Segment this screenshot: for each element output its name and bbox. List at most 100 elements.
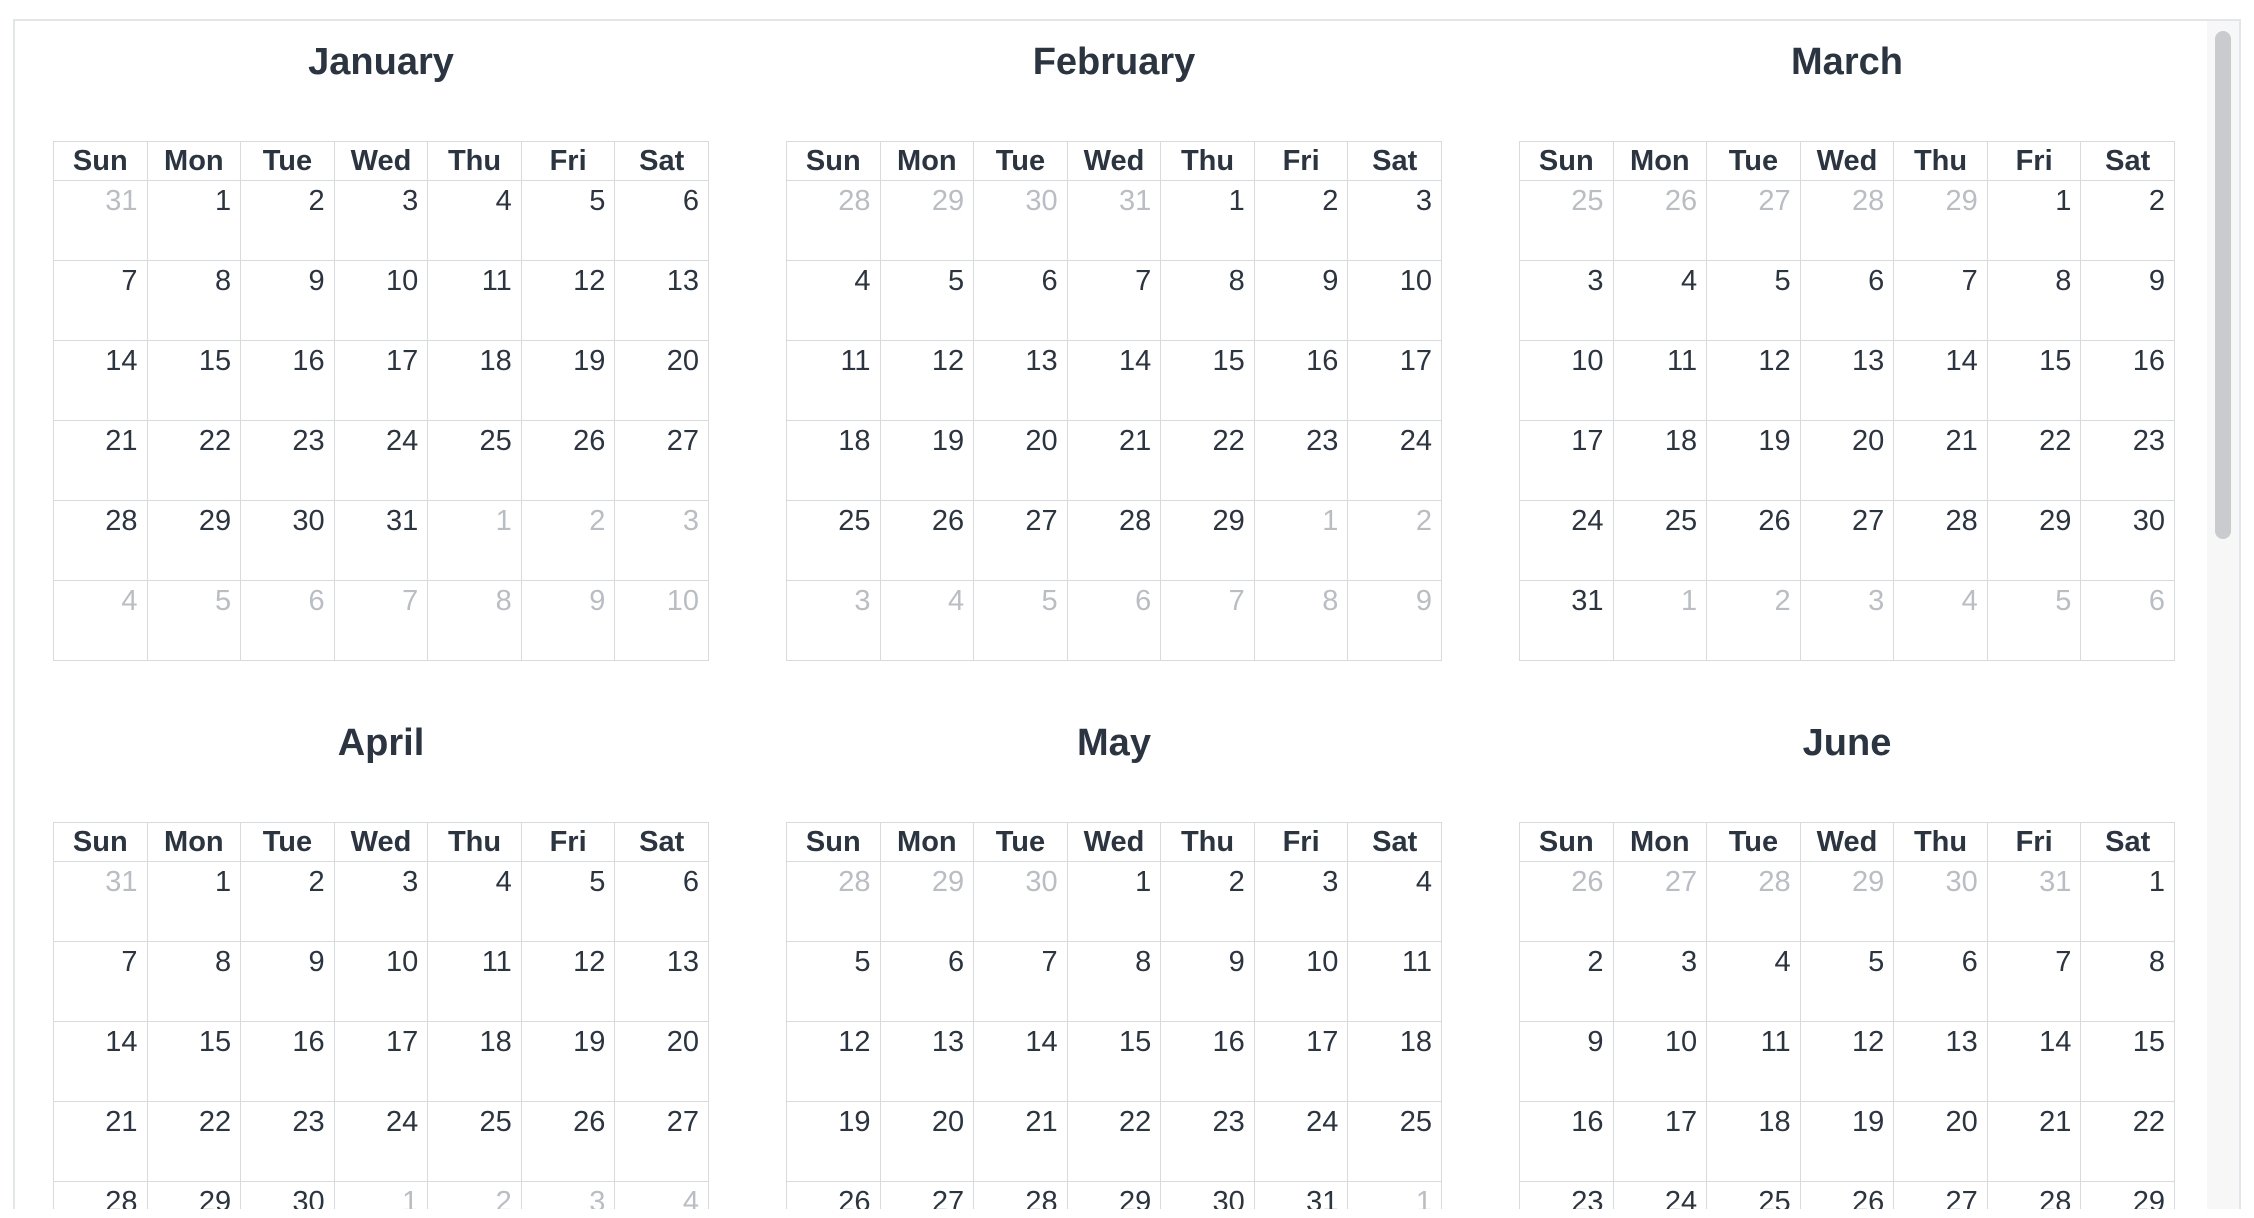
day-cell[interactable]: 19 — [520, 1021, 616, 1102]
adjacent-month-day-cell[interactable]: 31 — [1066, 180, 1162, 261]
day-cell[interactable]: 6 — [973, 260, 1068, 341]
day-cell[interactable]: 12 — [520, 941, 616, 1022]
day-cell[interactable]: 30 — [1160, 1181, 1255, 1209]
day-cell[interactable]: 5 — [879, 260, 975, 341]
day-cell[interactable]: 2 — [1253, 180, 1349, 261]
day-cell[interactable]: 1 — [2080, 861, 2175, 942]
adjacent-month-day-cell[interactable]: 28 — [786, 861, 881, 942]
day-cell[interactable]: 23 — [240, 1101, 335, 1182]
day-cell[interactable]: 9 — [240, 941, 335, 1022]
adjacent-month-day-cell[interactable]: 6 — [2080, 580, 2175, 661]
day-cell[interactable]: 9 — [2080, 260, 2175, 341]
adjacent-month-day-cell[interactable]: 30 — [973, 861, 1068, 942]
day-cell[interactable]: 11 — [786, 340, 881, 421]
adjacent-month-day-cell[interactable]: 2 — [520, 500, 616, 581]
adjacent-month-day-cell[interactable]: 30 — [1893, 861, 1988, 942]
day-cell[interactable]: 3 — [1519, 260, 1614, 341]
day-cell[interactable]: 5 — [520, 861, 616, 942]
day-cell[interactable]: 22 — [1160, 420, 1255, 501]
day-cell[interactable]: 27 — [1799, 500, 1895, 581]
day-cell[interactable]: 2 — [240, 180, 335, 261]
day-cell[interactable]: 15 — [146, 340, 242, 421]
adjacent-month-day-cell[interactable]: 27 — [1706, 180, 1801, 261]
day-cell[interactable]: 17 — [1347, 340, 1442, 421]
day-cell[interactable]: 20 — [614, 1021, 709, 1102]
day-cell[interactable]: 5 — [520, 180, 616, 261]
adjacent-month-day-cell[interactable]: 29 — [1799, 861, 1895, 942]
day-cell[interactable]: 5 — [786, 941, 881, 1022]
day-cell[interactable]: 28 — [1893, 500, 1988, 581]
day-cell[interactable]: 14 — [53, 1021, 148, 1102]
day-cell[interactable]: 3 — [1612, 941, 1708, 1022]
day-cell[interactable]: 22 — [1066, 1101, 1162, 1182]
day-cell[interactable]: 20 — [614, 340, 709, 421]
day-cell[interactable]: 17 — [1519, 420, 1614, 501]
adjacent-month-day-cell[interactable]: 10 — [614, 580, 709, 661]
day-cell[interactable]: 12 — [1706, 340, 1801, 421]
day-cell[interactable]: 15 — [1066, 1021, 1162, 1102]
day-cell[interactable]: 4 — [1706, 941, 1801, 1022]
day-cell[interactable]: 12 — [520, 260, 616, 341]
day-cell[interactable]: 30 — [240, 1181, 335, 1209]
day-cell[interactable]: 19 — [786, 1101, 881, 1182]
adjacent-month-day-cell[interactable]: 4 — [1893, 580, 1988, 661]
day-cell[interactable]: 25 — [1612, 500, 1708, 581]
day-cell[interactable]: 6 — [879, 941, 975, 1022]
vertical-scrollbar[interactable] — [2207, 21, 2239, 1209]
day-cell[interactable]: 6 — [614, 861, 709, 942]
day-cell[interactable]: 27 — [614, 1101, 709, 1182]
calendar-scroll-area[interactable]: January Sun Mon Tue Wed Thu Fri Sat 31 1 2 3 4 5 6 7 8 9 1… — [15, 21, 2209, 1209]
day-cell[interactable]: 1 — [146, 861, 242, 942]
day-cell[interactable]: 26 — [786, 1181, 881, 1209]
day-cell[interactable]: 23 — [1253, 420, 1349, 501]
adjacent-month-day-cell[interactable]: 27 — [1612, 861, 1708, 942]
day-cell[interactable]: 4 — [1347, 861, 1442, 942]
day-cell[interactable]: 19 — [1706, 420, 1801, 501]
day-cell[interactable]: 14 — [1066, 340, 1162, 421]
day-cell[interactable]: 18 — [1706, 1101, 1801, 1182]
day-cell[interactable]: 19 — [1799, 1101, 1895, 1182]
adjacent-month-day-cell[interactable]: 2 — [1347, 500, 1442, 581]
day-cell[interactable]: 21 — [1066, 420, 1162, 501]
day-cell[interactable]: 17 — [333, 1021, 429, 1102]
adjacent-month-day-cell[interactable]: 7 — [333, 580, 429, 661]
day-cell[interactable]: 7 — [1986, 941, 2082, 1022]
adjacent-month-day-cell[interactable]: 1 — [427, 500, 522, 581]
adjacent-month-day-cell[interactable]: 25 — [1519, 180, 1614, 261]
adjacent-month-day-cell[interactable]: 9 — [1347, 580, 1442, 661]
adjacent-month-day-cell[interactable]: 4 — [53, 580, 148, 661]
adjacent-month-day-cell[interactable]: 5 — [146, 580, 242, 661]
adjacent-month-day-cell[interactable]: 4 — [614, 1181, 709, 1209]
adjacent-month-day-cell[interactable]: 1 — [1612, 580, 1708, 661]
adjacent-month-day-cell[interactable]: 31 — [1986, 861, 2082, 942]
day-cell[interactable]: 27 — [1893, 1181, 1988, 1209]
day-cell[interactable]: 23 — [1519, 1181, 1614, 1209]
day-cell[interactable]: 7 — [1893, 260, 1988, 341]
day-cell[interactable]: 4 — [427, 180, 522, 261]
day-cell[interactable]: 10 — [1253, 941, 1349, 1022]
day-cell[interactable]: 23 — [1160, 1101, 1255, 1182]
day-cell[interactable]: 26 — [520, 1101, 616, 1182]
day-cell[interactable]: 12 — [786, 1021, 881, 1102]
day-cell[interactable]: 25 — [427, 1101, 522, 1182]
day-cell[interactable]: 25 — [427, 420, 522, 501]
day-cell[interactable]: 26 — [1706, 500, 1801, 581]
adjacent-month-day-cell[interactable]: 9 — [520, 580, 616, 661]
day-cell[interactable]: 14 — [53, 340, 148, 421]
day-cell[interactable]: 16 — [2080, 340, 2175, 421]
day-cell[interactable]: 29 — [146, 500, 242, 581]
day-cell[interactable]: 10 — [1519, 340, 1614, 421]
day-cell[interactable]: 20 — [1893, 1101, 1988, 1182]
day-cell[interactable]: 8 — [146, 260, 242, 341]
day-cell[interactable]: 22 — [2080, 1101, 2175, 1182]
day-cell[interactable]: 7 — [1066, 260, 1162, 341]
adjacent-month-day-cell[interactable]: 6 — [240, 580, 335, 661]
day-cell[interactable]: 9 — [1160, 941, 1255, 1022]
day-cell[interactable]: 29 — [1986, 500, 2082, 581]
day-cell[interactable]: 29 — [1066, 1181, 1162, 1209]
day-cell[interactable]: 2 — [1160, 861, 1255, 942]
day-cell[interactable]: 10 — [1612, 1021, 1708, 1102]
day-cell[interactable]: 23 — [2080, 420, 2175, 501]
adjacent-month-day-cell[interactable]: 1 — [333, 1181, 429, 1209]
adjacent-month-day-cell[interactable]: 4 — [879, 580, 975, 661]
